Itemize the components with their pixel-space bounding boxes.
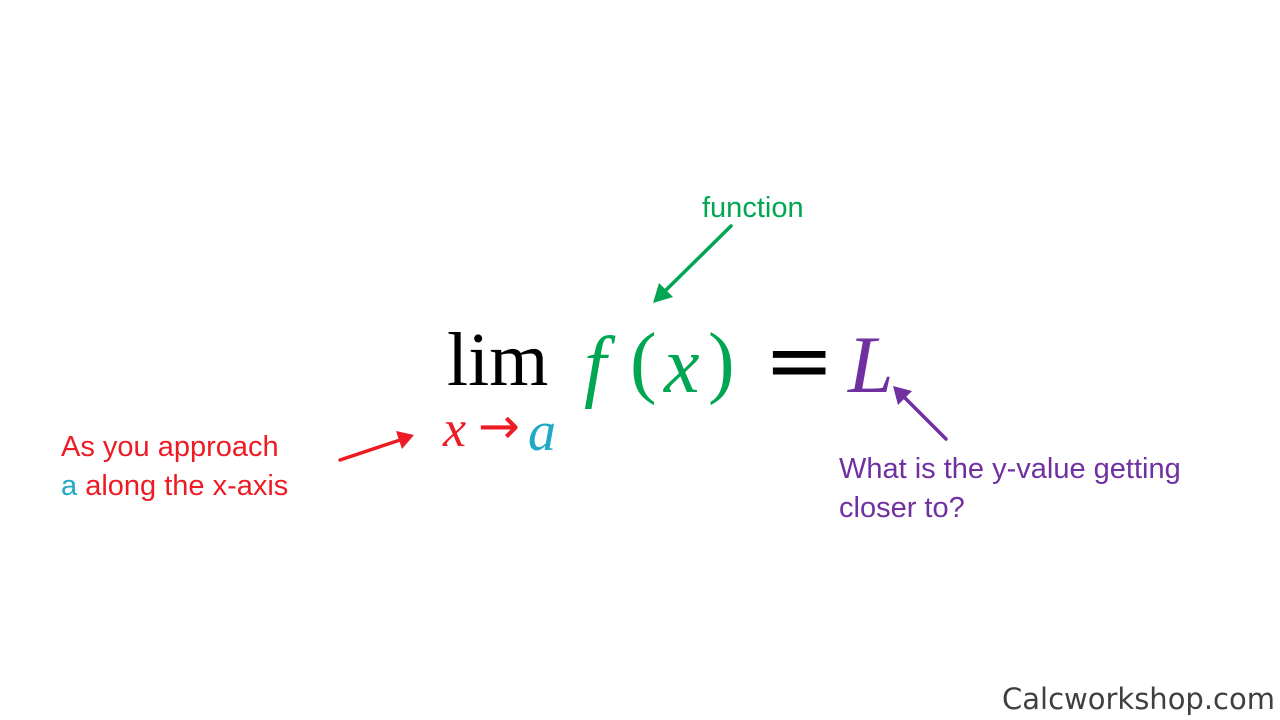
function-f: f [584, 322, 607, 410]
yvalue-label-line1: What is the y-value getting [839, 453, 1181, 485]
equals-sign: = [764, 311, 835, 409]
approach-label: As you approach a along the x-axis [61, 428, 288, 506]
arrow-right-icon [338, 431, 414, 462]
approach-label-line1: As you approach [61, 431, 279, 463]
lim-operator: lim [447, 318, 549, 402]
yvalue-label-line2: closer to? [839, 492, 965, 524]
function-argument-x: x [664, 322, 700, 410]
subscript-approach-arrow: → [478, 397, 520, 455]
limit-value-L: L [848, 319, 894, 410]
open-paren: ( [630, 318, 657, 406]
subscript-variable-x: x [443, 401, 467, 458]
watermark-text: Calcworkshop.com [1002, 682, 1275, 716]
arrow-down-left-icon [653, 224, 733, 303]
close-paren: ) [708, 318, 735, 406]
approach-label-line2: a along the x-axis [61, 467, 288, 506]
arrow-up-left-icon [893, 386, 948, 441]
approach-label-a: a [61, 470, 78, 502]
approach-label-rest: along the x-axis [77, 470, 289, 502]
function-label: function [702, 192, 804, 224]
yvalue-label: What is the y-value getting closer to? [839, 450, 1181, 528]
subscript-value-a: a [528, 401, 556, 463]
